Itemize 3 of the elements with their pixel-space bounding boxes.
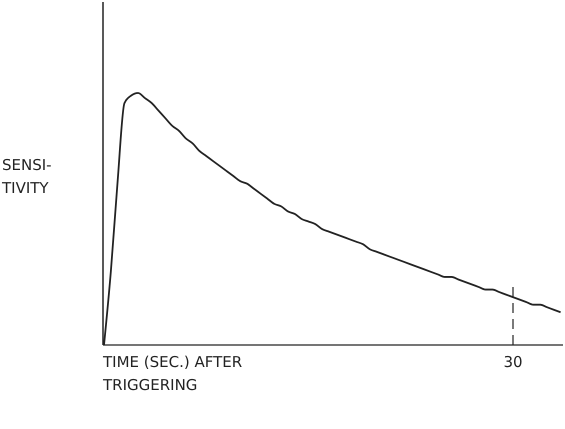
y-axis-title: SENSI- TIVITY — [1, 156, 52, 197]
x-axis-title: TIME (SEC.) AFTER TRIGGERING — [102, 353, 242, 394]
text: 30 — [503, 353, 523, 371]
